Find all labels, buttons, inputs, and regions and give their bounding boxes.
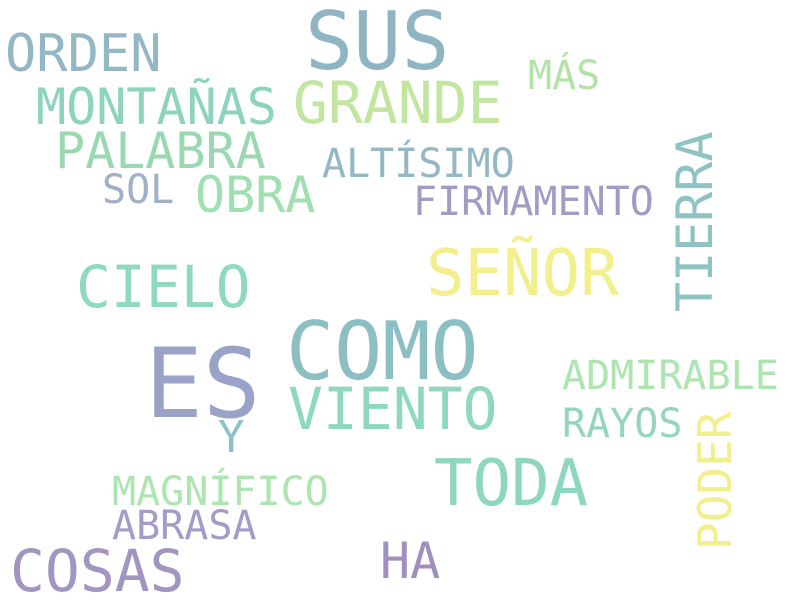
word-palabra: PALABRA — [55, 122, 266, 180]
word-magnifico: MAGNÍFICO — [112, 469, 329, 515]
word-sol: SOL — [102, 167, 175, 213]
word-cosas: COSAS — [10, 537, 185, 605]
word-obra: OBRA — [195, 166, 316, 224]
word-es: ES — [145, 328, 261, 440]
word-altisimo: ALTÍSIMO — [322, 141, 515, 187]
word-montanas: MONTAÑAS — [36, 78, 277, 136]
word-poder: PODER — [688, 411, 742, 550]
word-tierra: TIERRA — [666, 131, 724, 312]
word-orden: ORDEN — [5, 24, 162, 84]
word-mas: MÁS — [528, 53, 601, 99]
word-grande: GRANDE — [293, 69, 503, 137]
word-firmamento: FIRMAMENTO — [413, 179, 654, 225]
word-sus: SUS — [305, 0, 450, 88]
word-senor: SEÑOR — [426, 237, 619, 311]
word-viento: VIENTO — [288, 375, 498, 443]
word-ha: HA — [380, 532, 441, 590]
word-como: COMO — [286, 305, 479, 398]
word-y: Y — [218, 412, 245, 463]
word-abrasa: ABRASA — [112, 503, 257, 549]
word-admirable: ADMIRABLE — [562, 353, 779, 399]
word-toda: TODA — [434, 447, 589, 521]
word-cielo: CIELO — [76, 253, 251, 321]
word-rayos: RAYOS — [562, 401, 683, 447]
